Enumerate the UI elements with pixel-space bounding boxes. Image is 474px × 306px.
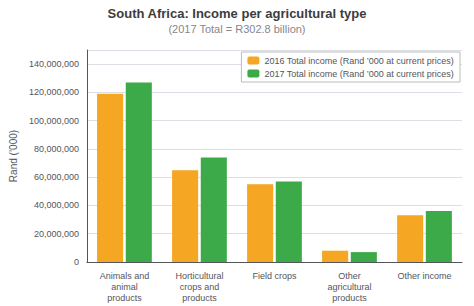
svg-text:40,000,000: 40,000,000 bbox=[34, 200, 79, 210]
svg-text:Horticultural: Horticultural bbox=[175, 271, 223, 281]
svg-text:20,000,000: 20,000,000 bbox=[34, 229, 79, 239]
svg-text:products: products bbox=[107, 293, 142, 303]
svg-text:crops and: crops and bbox=[180, 282, 220, 292]
svg-text:products: products bbox=[182, 293, 217, 303]
svg-text:100,000,000: 100,000,000 bbox=[29, 116, 79, 126]
svg-text:(2017 Total = R302.8 billion): (2017 Total = R302.8 billion) bbox=[168, 23, 305, 35]
svg-text:agricultural: agricultural bbox=[327, 282, 371, 292]
svg-text:80,000,000: 80,000,000 bbox=[34, 144, 79, 154]
svg-text:Animals and: Animals and bbox=[100, 271, 150, 281]
svg-text:Other income: Other income bbox=[397, 271, 451, 281]
svg-text:0: 0 bbox=[74, 257, 79, 267]
svg-text:2016 Total income (Rand ’000 a: 2016 Total income (Rand ’000 at current … bbox=[264, 56, 453, 66]
svg-text:Field crops: Field crops bbox=[252, 271, 297, 281]
svg-text:2017 Total income (Rand ’000 a: 2017 Total income (Rand ’000 at current … bbox=[264, 69, 453, 79]
svg-text:South Africa: Income per agric: South Africa: Income per agricultural ty… bbox=[108, 6, 367, 21]
svg-text:Other: Other bbox=[338, 271, 361, 281]
svg-text:Rand (’000): Rand (’000) bbox=[8, 130, 19, 182]
svg-text:products: products bbox=[332, 293, 367, 303]
svg-text:animal: animal bbox=[111, 282, 138, 292]
svg-text:120,000,000: 120,000,000 bbox=[29, 87, 79, 97]
svg-text:140,000,000: 140,000,000 bbox=[29, 59, 79, 69]
svg-text:60,000,000: 60,000,000 bbox=[34, 172, 79, 182]
